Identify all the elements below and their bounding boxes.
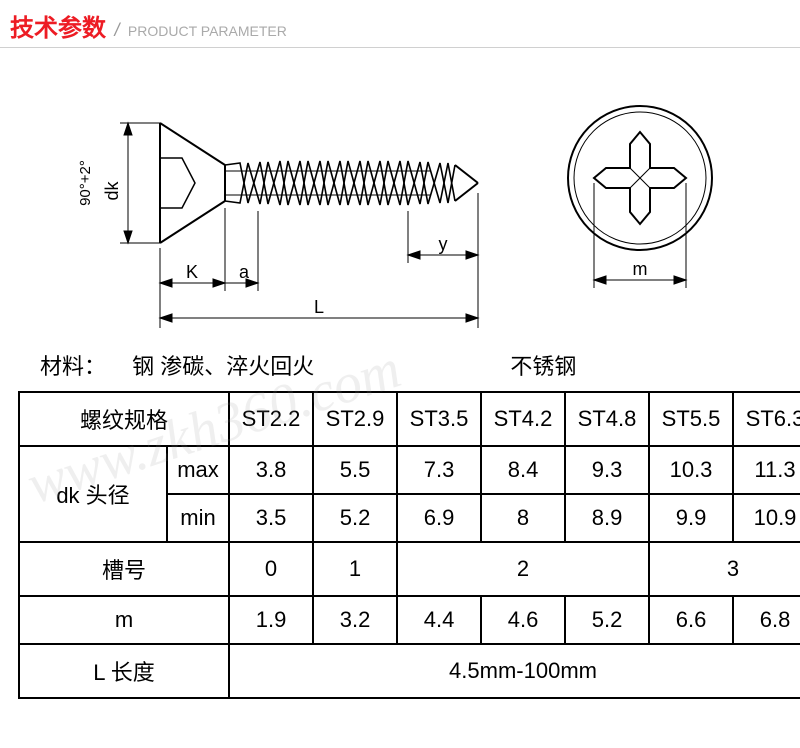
cell: 4.6 (481, 596, 565, 644)
title-en: PRODUCT PARAMETER (128, 23, 287, 39)
sub-min: min (167, 494, 229, 542)
th-col: ST5.5 (649, 392, 733, 446)
technical-diagram: dk 90°+2° L K a (0, 48, 800, 343)
cell: 0 (229, 542, 313, 596)
cell: 3.5 (229, 494, 313, 542)
th-col: ST4.2 (481, 392, 565, 446)
spec-table: 螺纹规格 ST2.2 ST2.9 ST3.5 ST4.2 ST4.8 ST5.5… (18, 391, 800, 699)
dim-angle: 90°+2° (77, 160, 94, 206)
cell: 9.3 (565, 446, 649, 494)
table-row-slot: 槽号 0 1 2 3 (19, 542, 800, 596)
cell: 5.2 (313, 494, 397, 542)
cell: 10.9 (733, 494, 800, 542)
th-col: ST2.2 (229, 392, 313, 446)
sub-max: max (167, 446, 229, 494)
cell: 9.9 (649, 494, 733, 542)
cell: 3.2 (313, 596, 397, 644)
th-thread-spec: 螺纹规格 (19, 392, 229, 446)
cell: 5.2 (565, 596, 649, 644)
dim-a: a (239, 262, 250, 282)
cell: 5.5 (313, 446, 397, 494)
table-row-m: m 1.9 3.2 4.4 4.6 5.2 6.6 6.8 (19, 596, 800, 644)
th-col: ST6.3 (733, 392, 800, 446)
cell: 1 (313, 542, 397, 596)
cell-length: 4.5mm-100mm (229, 644, 800, 698)
cell: 8 (481, 494, 565, 542)
cell: 6.9 (397, 494, 481, 542)
th-col: ST2.9 (313, 392, 397, 446)
header-bar: 技术参数 / PRODUCT PARAMETER (0, 0, 800, 48)
cell: 6.8 (733, 596, 800, 644)
dim-m: m (633, 259, 648, 279)
table-row-header: 螺纹规格 ST2.2 ST2.9 ST3.5 ST4.2 ST4.8 ST5.5… (19, 392, 800, 446)
row-label-length: L 长度 (19, 644, 229, 698)
dim-K: K (186, 262, 198, 282)
cell: 3 (649, 542, 800, 596)
title-cn: 技术参数 (10, 15, 106, 42)
cell: 1.9 (229, 596, 313, 644)
dim-dk: dk (102, 180, 122, 200)
cell: 4.4 (397, 596, 481, 644)
cell: 11.3 (733, 446, 800, 494)
cell: 8.4 (481, 446, 565, 494)
cell: 8.9 (565, 494, 649, 542)
th-col: ST4.8 (565, 392, 649, 446)
row-label-dk: dk 头径 (19, 446, 167, 542)
title-separator: / (114, 20, 119, 40)
row-label-m: m (19, 596, 229, 644)
dim-y: y (439, 234, 448, 254)
dim-L: L (314, 297, 324, 317)
cell: 6.6 (649, 596, 733, 644)
cell: 3.8 (229, 446, 313, 494)
table-row-length: L 长度 4.5mm-100mm (19, 644, 800, 698)
cell: 7.3 (397, 446, 481, 494)
table-row-dk-max: dk 头径 max 3.8 5.5 7.3 8.4 9.3 10.3 11.3 (19, 446, 800, 494)
row-label-slot: 槽号 (19, 542, 229, 596)
cell: 2 (397, 542, 649, 596)
th-col: ST3.5 (397, 392, 481, 446)
cell: 10.3 (649, 446, 733, 494)
